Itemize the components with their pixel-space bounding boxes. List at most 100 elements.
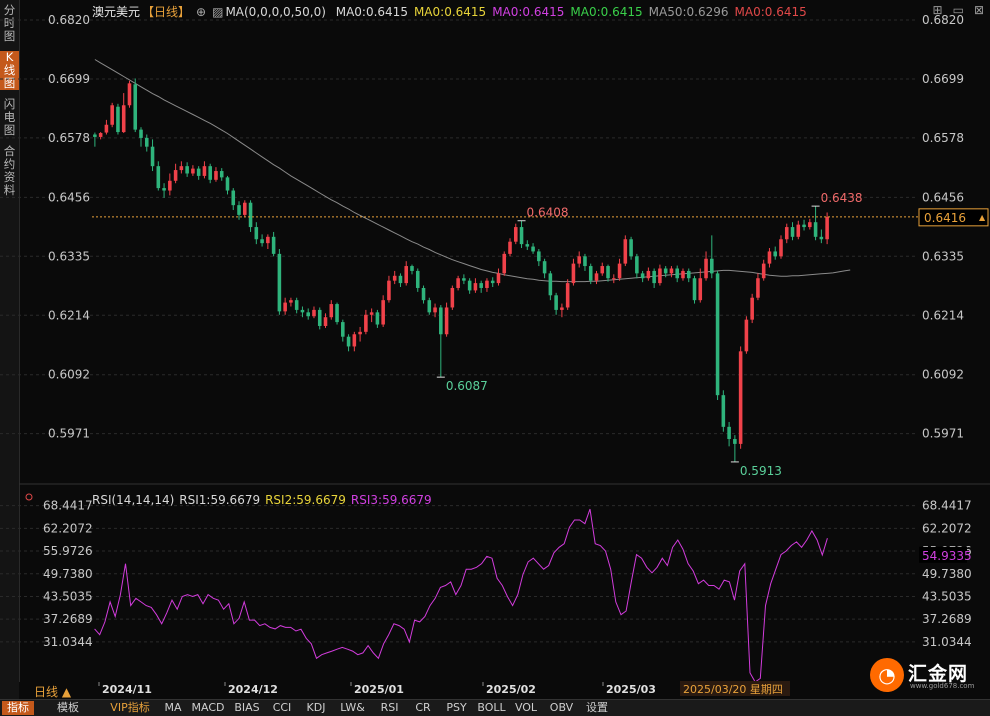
logo-url: www.gold678.com — [910, 682, 975, 690]
candle — [519, 220, 524, 249]
annotation-low: 0.6087 — [446, 379, 488, 393]
candle — [312, 306, 316, 319]
minimize-icon[interactable]: ▭ — [952, 3, 964, 17]
toolbar-boll-12[interactable]: BOLL — [477, 701, 506, 714]
candle — [721, 390, 726, 432]
candle — [629, 236, 633, 260]
candle — [214, 167, 218, 182]
candle — [675, 265, 679, 283]
candle — [341, 319, 345, 342]
candle — [606, 264, 610, 282]
candle — [439, 305, 443, 378]
price-tick-right: 0.6456 — [922, 190, 964, 204]
toolbar-cr-10[interactable]: CR — [415, 701, 431, 714]
logo-icon: ◔ — [870, 658, 904, 692]
rsi-tick-left: 55.9726 — [43, 544, 93, 558]
candle — [329, 300, 334, 320]
candle — [243, 200, 247, 218]
rsi-params: RSI(14,14,14) — [92, 493, 175, 507]
candle — [612, 274, 616, 284]
side-tab-2[interactable]: 闪电图 — [3, 97, 16, 137]
candle — [208, 163, 212, 184]
price-tick-left: 0.6578 — [48, 131, 90, 145]
period-label[interactable]: 【日线】 — [142, 5, 191, 19]
candle — [479, 280, 483, 293]
ma-value-0: MA0:0.6415 — [335, 5, 408, 19]
rsi-tick-left: 62.2072 — [43, 521, 93, 535]
candle — [139, 127, 143, 147]
candle — [335, 302, 339, 325]
date-tick: 2024/11 — [102, 683, 152, 696]
settings-icon[interactable]: ⊞ — [932, 3, 943, 17]
toolbar-cci-6[interactable]: CCI — [272, 701, 292, 714]
grid — [0, 19, 915, 435]
symbol-name: 澳元美元 — [92, 5, 141, 19]
price-tick-left: 0.6214 — [48, 308, 90, 322]
side-tab-3[interactable]: 合约资料 — [3, 144, 16, 197]
candle — [179, 161, 184, 174]
candle — [813, 206, 818, 241]
candle — [508, 238, 512, 257]
candle — [364, 309, 368, 335]
candle — [277, 249, 282, 315]
toolbar-macd-4[interactable]: MACD — [191, 701, 225, 714]
candle — [588, 263, 593, 285]
crosshair-icon[interactable]: ⊕ — [196, 5, 207, 19]
toolbar-lw-8[interactable]: LW& — [340, 701, 365, 714]
candle — [646, 267, 651, 281]
candle — [168, 173, 172, 196]
candle — [496, 268, 501, 286]
side-tab-0[interactable]: 分时图 — [3, 3, 16, 43]
price-tick-right: 0.6092 — [922, 368, 964, 382]
candle — [415, 268, 420, 292]
toolbar--15[interactable]: 设置 — [586, 701, 608, 714]
candle — [652, 268, 656, 288]
toolbar-kdj-7[interactable]: KDJ — [306, 701, 326, 714]
ma-value-2: MA0:0.6415 — [492, 5, 565, 19]
date-tick: 2025/02 — [486, 683, 536, 696]
candle — [681, 268, 685, 281]
toolbar-psy-11[interactable]: PSY — [446, 701, 467, 714]
date-axis: 2024/11 2024/12 2025/01 2025/02 2025/03 2025/… — [19, 681, 915, 699]
candle — [738, 346, 743, 449]
candle — [317, 307, 322, 330]
rsi-tick-right: 68.4417 — [922, 499, 972, 513]
candle — [744, 316, 749, 354]
rsi-tick-right: 37.2689 — [922, 612, 972, 626]
toolbar-vol-13[interactable]: VOL — [514, 701, 538, 714]
price-tick-right: 0.6820 — [922, 13, 964, 27]
candle — [289, 297, 293, 307]
candle — [433, 303, 437, 318]
toolbar-vip-2[interactable]: VIP指标 — [110, 701, 150, 714]
toolbar-obv-14[interactable]: OBV — [549, 701, 574, 714]
toolbar--1[interactable]: 模板 — [57, 701, 79, 714]
ma-value-1: MA0:0.6415 — [413, 5, 487, 19]
toolbar-bias-5[interactable]: BIAS — [234, 701, 260, 714]
candle — [571, 258, 576, 286]
price-tick-right: 0.6699 — [922, 72, 964, 86]
candle — [225, 175, 230, 195]
candle — [358, 326, 362, 342]
candle — [819, 229, 824, 244]
candle — [410, 264, 414, 275]
rsi-tick-right: 43.5035 — [922, 589, 972, 603]
toolbar--0[interactable]: 指标 — [2, 701, 34, 715]
candle — [808, 218, 812, 230]
ma-settings-icon[interactable]: ▨ — [212, 5, 224, 19]
side-tab-1[interactable]: K线图 — [0, 51, 19, 90]
toolbar-ma-3[interactable]: MA — [164, 701, 182, 714]
indicator-toolbar: 指标 模板 VIP指标 MA MACD BIAS CCI KDJ LW& RSI CR PSY BOLL… — [0, 699, 990, 716]
toolbar-rsi-9[interactable]: RSI — [380, 701, 399, 714]
candles — [93, 78, 829, 462]
close-icon[interactable]: ⊠ — [973, 3, 984, 17]
rsi-close-icon[interactable] — [25, 493, 33, 501]
candle — [248, 200, 253, 232]
candle — [756, 273, 760, 301]
date-tick: 2024/12 — [228, 683, 278, 696]
candle — [271, 231, 276, 257]
candle — [346, 334, 351, 352]
candle — [127, 80, 132, 108]
candle — [669, 266, 674, 278]
period-selector[interactable]: 日线 ▲ — [34, 685, 72, 699]
